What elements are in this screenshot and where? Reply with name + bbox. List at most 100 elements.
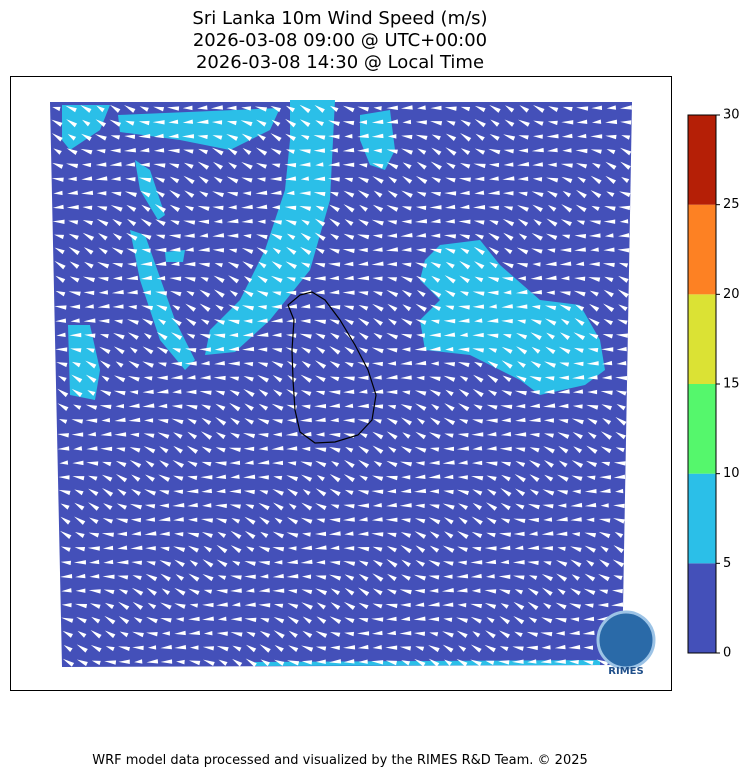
wind-arrow (400, 602, 411, 608)
wind-arrow (216, 602, 228, 607)
wind-arrow (198, 148, 209, 155)
wind-arrow (373, 148, 382, 154)
wind-arrow (258, 261, 267, 269)
wind-arrow (182, 119, 194, 124)
wind-arrow (400, 333, 412, 339)
wind-arrow (203, 631, 213, 636)
wind-arrow (85, 348, 95, 353)
wind-arrow (484, 644, 496, 653)
wind-arrow (328, 659, 342, 664)
wind-arrow (586, 560, 595, 567)
wind-arrow (228, 248, 238, 253)
wind-arrow (599, 475, 611, 480)
wind-arrow (315, 630, 328, 638)
wind-arrow (201, 404, 211, 410)
wind-arrow (226, 133, 239, 141)
wind-arrow (58, 375, 67, 382)
wind-arrow (373, 375, 382, 380)
wind-arrow (517, 319, 526, 324)
wind-arrow (530, 361, 541, 369)
wind-arrow (401, 134, 413, 140)
wind-arrow (458, 388, 470, 397)
wind-arrow (187, 532, 200, 538)
wind-arrow (415, 319, 427, 325)
wind-arrow (189, 645, 199, 650)
wind-arrow (446, 162, 456, 170)
wind-arrow (259, 574, 269, 579)
wind-arrow (214, 346, 224, 352)
wind-arrow (271, 361, 284, 369)
wind-arrow (486, 333, 499, 338)
wind-arrow (429, 376, 441, 382)
wind-arrow (443, 375, 456, 382)
wind-arrow (301, 360, 311, 369)
wind-arrow (414, 658, 426, 667)
wind-arrow (488, 232, 500, 241)
wind-arrow (231, 517, 241, 524)
wind-arrow (602, 333, 613, 339)
wind-arrow (576, 106, 589, 111)
wind-arrow (488, 162, 500, 168)
wind-arrow (142, 346, 154, 355)
wind-arrow (301, 347, 312, 354)
wind-arrow (113, 346, 125, 355)
wind-arrow (272, 489, 284, 496)
wind-arrow (200, 360, 210, 366)
wind-arrow (88, 488, 99, 497)
wind-arrow (126, 232, 138, 241)
wind-arrow (116, 503, 127, 510)
wind-arrow (387, 220, 398, 225)
wind-arrow (155, 304, 168, 311)
wind-arrow (515, 304, 528, 309)
wind-arrow (231, 560, 241, 567)
wind-arrow (89, 517, 99, 525)
wind-arrow (528, 417, 541, 423)
wind-arrow (571, 460, 584, 468)
wind-arrow (429, 346, 441, 352)
wind-arrow (357, 106, 369, 112)
wind-arrow (157, 432, 170, 439)
wind-arrow (601, 404, 613, 411)
wind-arrow (169, 189, 181, 199)
wind-arrow (145, 517, 156, 522)
wind-arrow (274, 517, 283, 524)
wind-arrow (55, 318, 67, 323)
wind-arrow (94, 134, 107, 141)
wind-arrow (288, 630, 298, 638)
wind-arrow (286, 246, 297, 255)
wind-arrow (60, 546, 71, 552)
wind-arrow (547, 162, 557, 168)
wind-arrow (241, 248, 254, 255)
wind-arrow (503, 134, 516, 141)
wind-arrow (587, 375, 598, 380)
wind-arrow (246, 631, 256, 638)
wind-arrow (402, 162, 412, 170)
wind-arrow (415, 461, 425, 466)
wind-arrow (260, 617, 270, 623)
wind-arrow (213, 375, 226, 381)
wind-arrow (470, 560, 483, 565)
wind-arrow (531, 248, 543, 254)
wind-arrow (213, 319, 225, 325)
wind-arrow (161, 588, 171, 596)
wind-arrow (174, 532, 184, 537)
wind-arrow (441, 588, 454, 593)
wind-arrow (445, 261, 455, 269)
wind-arrow (53, 148, 62, 155)
wind-arrow (527, 587, 539, 596)
wind-arrow (242, 332, 254, 337)
wind-arrow (515, 461, 526, 467)
wind-arrow (215, 417, 227, 426)
wind-arrow (273, 616, 285, 624)
colorbar-tick-label: 30 (723, 108, 740, 123)
wind-arrow (129, 347, 138, 354)
wind-arrow (386, 545, 397, 553)
wind-arrow (82, 205, 93, 211)
wind-arrow (546, 290, 555, 295)
wind-arrow (274, 644, 284, 653)
wind-arrow (328, 262, 341, 267)
wind-arrow (99, 360, 111, 369)
wind-arrow (417, 148, 427, 155)
wind-arrow (357, 291, 369, 296)
